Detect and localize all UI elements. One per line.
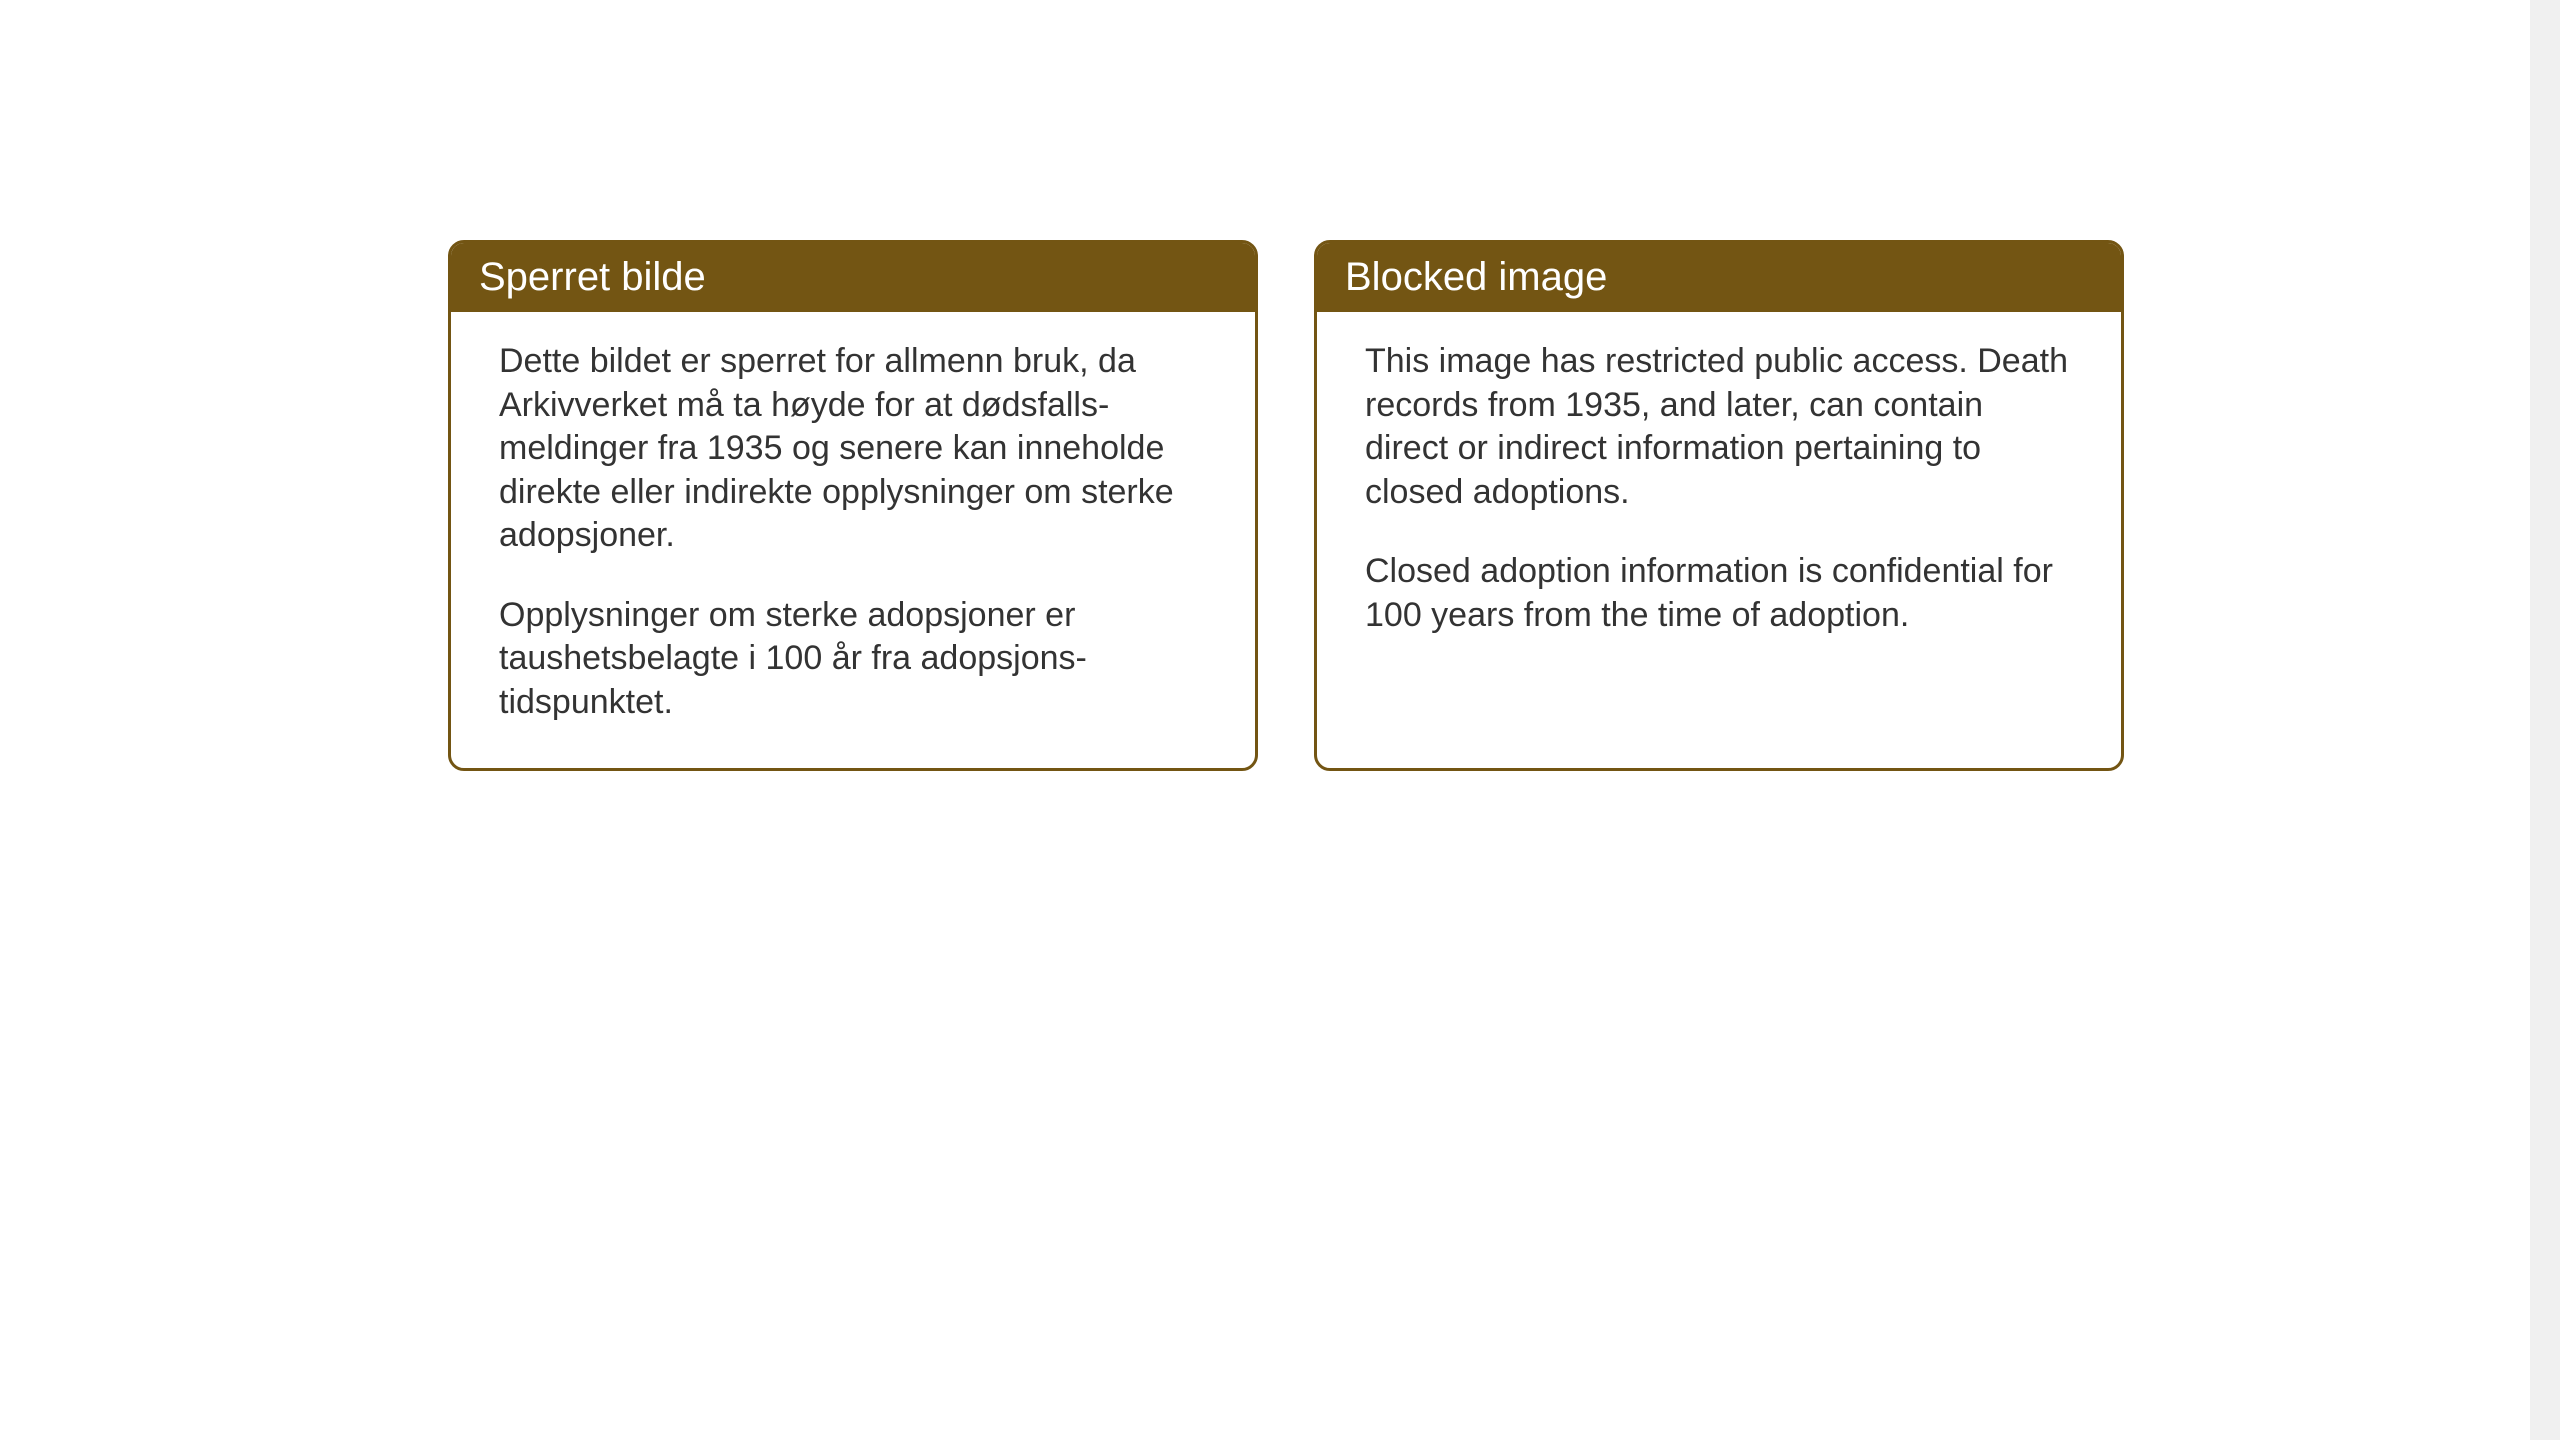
norwegian-paragraph-2: Opplysninger om sterke adopsjoner er tau…	[499, 594, 1207, 725]
english-notice-body: This image has restricted public access.…	[1317, 312, 2121, 681]
norwegian-notice-card: Sperret bilde Dette bildet er sperret fo…	[448, 240, 1258, 771]
english-paragraph-1: This image has restricted public access.…	[1365, 340, 2073, 514]
norwegian-paragraph-1: Dette bildet er sperret for allmenn bruk…	[499, 340, 1207, 558]
norwegian-notice-body: Dette bildet er sperret for allmenn bruk…	[451, 312, 1255, 768]
notice-container: Sperret bilde Dette bildet er sperret fo…	[448, 240, 2124, 771]
english-notice-title: Blocked image	[1317, 243, 2121, 312]
norwegian-notice-title: Sperret bilde	[451, 243, 1255, 312]
scrollbar-track[interactable]	[2530, 0, 2560, 1440]
english-notice-card: Blocked image This image has restricted …	[1314, 240, 2124, 771]
english-paragraph-2: Closed adoption information is confident…	[1365, 550, 2073, 637]
